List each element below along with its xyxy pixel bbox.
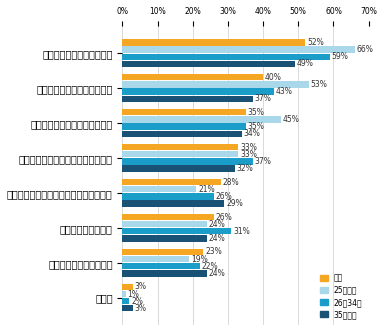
Bar <box>122 249 203 255</box>
Text: 24%: 24% <box>209 234 225 243</box>
Text: 23%: 23% <box>205 247 222 257</box>
Bar <box>122 165 235 172</box>
Text: 26%: 26% <box>216 212 232 221</box>
Bar <box>122 130 242 137</box>
Bar <box>122 305 133 311</box>
Text: 49%: 49% <box>296 59 313 68</box>
Text: 34%: 34% <box>244 129 261 138</box>
Text: 31%: 31% <box>233 227 250 236</box>
Text: 1%: 1% <box>128 290 139 298</box>
Bar <box>122 186 196 193</box>
Text: 35%: 35% <box>247 108 264 117</box>
Bar <box>122 179 221 185</box>
Text: 35%: 35% <box>247 122 264 131</box>
Bar <box>122 193 214 200</box>
Text: 33%: 33% <box>240 143 257 152</box>
Bar <box>122 39 305 45</box>
Bar <box>122 61 295 67</box>
Bar <box>122 201 224 207</box>
Text: 53%: 53% <box>311 80 328 89</box>
Text: 43%: 43% <box>275 87 292 96</box>
Text: 26%: 26% <box>216 192 232 201</box>
Bar <box>122 74 263 80</box>
Bar <box>122 284 133 290</box>
Text: 28%: 28% <box>223 178 239 187</box>
Text: 52%: 52% <box>307 38 324 47</box>
Text: 3%: 3% <box>135 283 147 291</box>
Text: 59%: 59% <box>332 52 349 61</box>
Bar <box>122 151 238 157</box>
Text: 24%: 24% <box>209 269 225 278</box>
Bar <box>122 116 281 123</box>
Text: 66%: 66% <box>356 45 373 54</box>
Bar <box>122 298 129 304</box>
Text: 19%: 19% <box>191 255 208 264</box>
Bar <box>122 46 354 53</box>
Text: 37%: 37% <box>254 94 271 103</box>
Text: 37%: 37% <box>254 157 271 166</box>
Text: 21%: 21% <box>198 185 215 194</box>
Bar <box>122 124 245 130</box>
Bar <box>122 81 309 88</box>
Bar <box>122 158 253 165</box>
Text: 45%: 45% <box>283 115 299 124</box>
Text: 22%: 22% <box>202 262 218 271</box>
Bar <box>122 228 232 234</box>
Text: 32%: 32% <box>237 164 253 173</box>
Bar <box>122 270 207 277</box>
Bar <box>122 235 207 242</box>
Bar <box>122 263 200 269</box>
Text: 33%: 33% <box>240 150 257 159</box>
Bar <box>122 53 330 60</box>
Bar <box>122 291 126 297</box>
Bar <box>122 96 253 102</box>
Bar <box>122 214 214 220</box>
Text: 2%: 2% <box>131 297 143 306</box>
Bar <box>122 109 245 116</box>
Legend: 全体, 25歳以下, 26〜34歳, 35歳以上: 全体, 25歳以下, 26〜34歳, 35歳以上 <box>318 272 365 321</box>
Bar <box>122 88 274 95</box>
Text: 29%: 29% <box>226 199 243 208</box>
Bar <box>122 221 207 227</box>
Text: 3%: 3% <box>135 304 147 313</box>
Bar <box>122 144 238 150</box>
Bar <box>122 256 189 262</box>
Text: 40%: 40% <box>265 73 282 82</box>
Text: 24%: 24% <box>209 220 225 229</box>
